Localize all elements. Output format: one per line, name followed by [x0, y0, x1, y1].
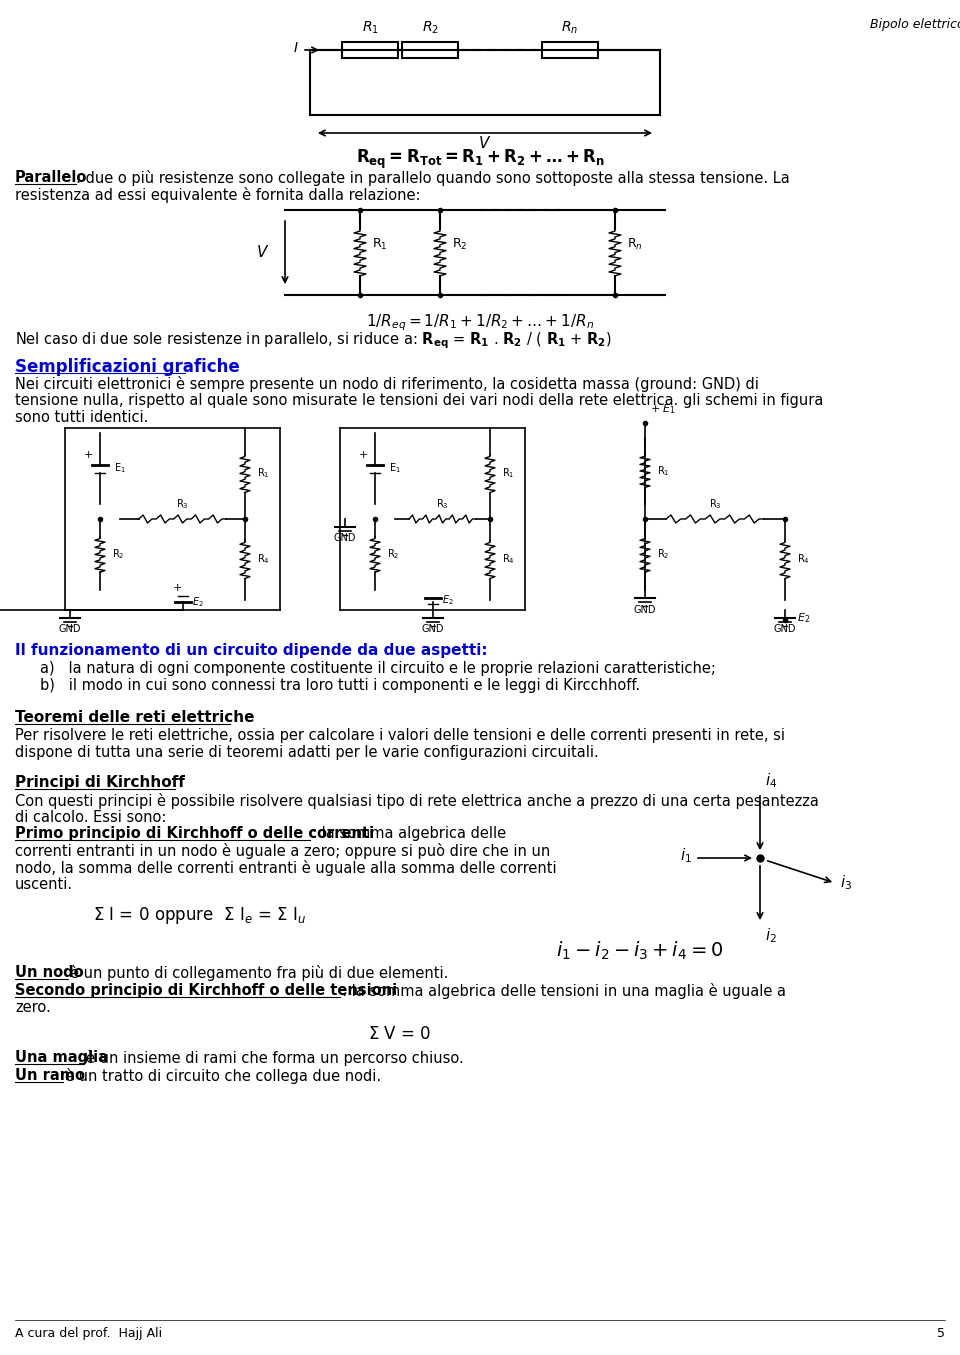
Text: : la somma algebrica delle: : la somma algebrica delle: [312, 827, 506, 841]
Text: b)   il modo in cui sono connessi tra loro tutti i componenti e le leggi di Kirc: b) il modo in cui sono connessi tra loro…: [40, 678, 640, 692]
Text: zero.: zero.: [15, 1000, 51, 1015]
Text: R$_{n}$: R$_{n}$: [627, 237, 643, 252]
Text: E$_{1}$: E$_{1}$: [389, 462, 401, 476]
Bar: [402, 42, 458, 58]
Text: $\Sigma$ I = 0 oppure  $\Sigma$ I$_e$ = $\Sigma$ I$_u$: $\Sigma$ I = 0 oppure $\Sigma$ I$_e$ = $…: [93, 905, 306, 925]
Text: $i_3$: $i_3$: [840, 874, 852, 893]
Text: Nel caso di due sole resistenze in parallelo, si riduce a: $\mathbf{R_{eq}}$ = $: Nel caso di due sole resistenze in paral…: [15, 331, 612, 351]
Text: - $E_2$: - $E_2$: [790, 611, 811, 625]
Text: Nei circuiti elettronici è sempre presente un nodo di riferimento, la cosidetta : Nei circuiti elettronici è sempre presen…: [15, 375, 758, 392]
Text: + $E_1$: + $E_1$: [650, 402, 676, 416]
Text: Per risolvere le reti elettriche, ossia per calcolare i valori delle tensioni e : Per risolvere le reti elettriche, ossia …: [15, 728, 785, 743]
Bar: [542, 42, 598, 58]
Text: A cura del prof.  Hajj Ali: A cura del prof. Hajj Ali: [15, 1327, 162, 1340]
Text: R$_{2}$: R$_{2}$: [657, 547, 669, 561]
Text: Con questi principi è possibile risolvere qualsiasi tipo di rete elettrica anche: Con questi principi è possibile risolver…: [15, 793, 819, 809]
Text: è un punto di collegamento fra più di due elementi.: è un punto di collegamento fra più di du…: [70, 965, 448, 981]
Text: R$_{4}$: R$_{4}$: [502, 553, 515, 566]
Text: $i_2$: $i_2$: [765, 925, 777, 944]
Text: $1/ R_{eq} = 1/ R_1 + 1/ R_2 + \ldots + 1/ R_n$: $1/ R_{eq} = 1/ R_1 + 1/ R_2 + \ldots + …: [366, 312, 594, 332]
Text: -: -: [425, 593, 430, 607]
Text: dispone di tutta una serie di teoremi adatti per le varie configurazioni circuit: dispone di tutta una serie di teoremi ad…: [15, 745, 599, 760]
Text: Un nodo: Un nodo: [15, 965, 84, 980]
Text: R$_{2}$: R$_{2}$: [452, 237, 468, 252]
Text: R$_{2}$: R$_{2}$: [387, 547, 399, 561]
Text: Primo principio di Kirchhoff o delle correnti: Primo principio di Kirchhoff o delle cor…: [15, 827, 374, 841]
Text: Parallelo: Parallelo: [15, 169, 87, 186]
Text: Una maglia: Una maglia: [15, 1050, 108, 1065]
Text: GND: GND: [59, 625, 82, 634]
Text: $\Sigma$ V = 0: $\Sigma$ V = 0: [369, 1024, 432, 1043]
Text: : la somma algebrica delle tensioni in una maglia è uguale a: : la somma algebrica delle tensioni in u…: [342, 982, 786, 999]
Text: 5: 5: [937, 1327, 945, 1340]
Text: tensione nulla, rispetto al quale sono misurate le tensioni dei vari nodi della : tensione nulla, rispetto al quale sono m…: [15, 393, 824, 408]
Text: +: +: [173, 583, 182, 593]
Text: uscenti.: uscenti.: [15, 877, 73, 892]
Text: R$_{3}$: R$_{3}$: [708, 497, 721, 511]
Text: $i_1 - i_2 - i_3 + i_4 = 0$: $i_1 - i_2 - i_3 + i_4 = 0$: [557, 940, 724, 962]
Text: resistenza ad essi equivalente è fornita dalla relazione:: resistenza ad essi equivalente è fornita…: [15, 187, 420, 203]
Text: Un ramo: Un ramo: [15, 1068, 85, 1083]
Text: Semplificazioni grafiche: Semplificazioni grafiche: [15, 358, 240, 375]
Text: Secondo principio di Kirchhoff o delle tensioni: Secondo principio di Kirchhoff o delle t…: [15, 982, 397, 999]
Text: a)   la natura di ogni componente costituente il circuito e le proprie relazioni: a) la natura di ogni componente costitue…: [40, 661, 716, 676]
Text: GND: GND: [634, 604, 657, 615]
Text: Principi di Kirchhoff: Principi di Kirchhoff: [15, 775, 185, 790]
Text: $R_2$: $R_2$: [421, 19, 439, 37]
Text: Il funzionamento di un circuito dipende da due aspetti:: Il funzionamento di un circuito dipende …: [15, 644, 488, 659]
Text: R$_{1}$: R$_{1}$: [657, 465, 669, 478]
Text: correnti entranti in un nodo è uguale a zero; oppure si può dire che in un: correnti entranti in un nodo è uguale a …: [15, 843, 550, 859]
Text: GND: GND: [774, 625, 796, 634]
Text: nodo, la somma delle correnti entranti è uguale alla somma delle correnti: nodo, la somma delle correnti entranti è…: [15, 860, 557, 875]
Text: di calcolo. Essi sono:: di calcolo. Essi sono:: [15, 810, 166, 825]
Text: R$_{3}$: R$_{3}$: [177, 497, 189, 511]
Text: : due o più resistenze sono collegate in parallelo quando sono sottoposte alla s: : due o più resistenze sono collegate in…: [76, 169, 790, 186]
Text: R$_{4}$: R$_{4}$: [257, 553, 270, 566]
Text: Bipolo elettrico: Bipolo elettrico: [870, 18, 960, 31]
Text: $V$: $V$: [478, 136, 492, 150]
Text: è un insieme di rami che forma un percorso chiuso.: è un insieme di rami che forma un percor…: [86, 1050, 464, 1066]
Text: $E_{2}$: $E_{2}$: [443, 593, 454, 607]
Bar: [342, 42, 398, 58]
Text: $R_n$: $R_n$: [562, 19, 579, 37]
Text: E$_{1}$: E$_{1}$: [114, 462, 126, 476]
Text: GND: GND: [334, 533, 356, 543]
Text: $R_1$: $R_1$: [362, 19, 378, 37]
Text: R$_{1}$: R$_{1}$: [372, 237, 388, 252]
Text: R$_{1}$: R$_{1}$: [257, 466, 270, 481]
Text: $E_{2}$: $E_{2}$: [193, 595, 204, 608]
Text: V: V: [256, 245, 267, 260]
Text: +: +: [358, 450, 368, 461]
Text: R$_{3}$: R$_{3}$: [436, 497, 449, 511]
Text: $\mathbf{R_{eq} = R_{Tot} = R_1 + R_2 + \ldots + R_n}$: $\mathbf{R_{eq} = R_{Tot} = R_1 + R_2 + …: [355, 148, 605, 171]
Text: GND: GND: [421, 625, 444, 634]
Text: è un tratto di circuito che collega due nodi.: è un tratto di circuito che collega due …: [65, 1068, 381, 1084]
Text: R$_{4}$: R$_{4}$: [797, 553, 810, 566]
Text: Teoremi delle reti elettriche: Teoremi delle reti elettriche: [15, 710, 254, 725]
Text: $i_4$: $i_4$: [765, 771, 778, 790]
Text: I: I: [294, 41, 298, 56]
Text: sono tutti identici.: sono tutti identici.: [15, 411, 149, 425]
Text: R$_{1}$: R$_{1}$: [502, 466, 515, 481]
Text: +: +: [84, 450, 93, 461]
Text: $i_1$: $i_1$: [680, 847, 692, 866]
Text: R$_{2}$: R$_{2}$: [112, 547, 125, 561]
